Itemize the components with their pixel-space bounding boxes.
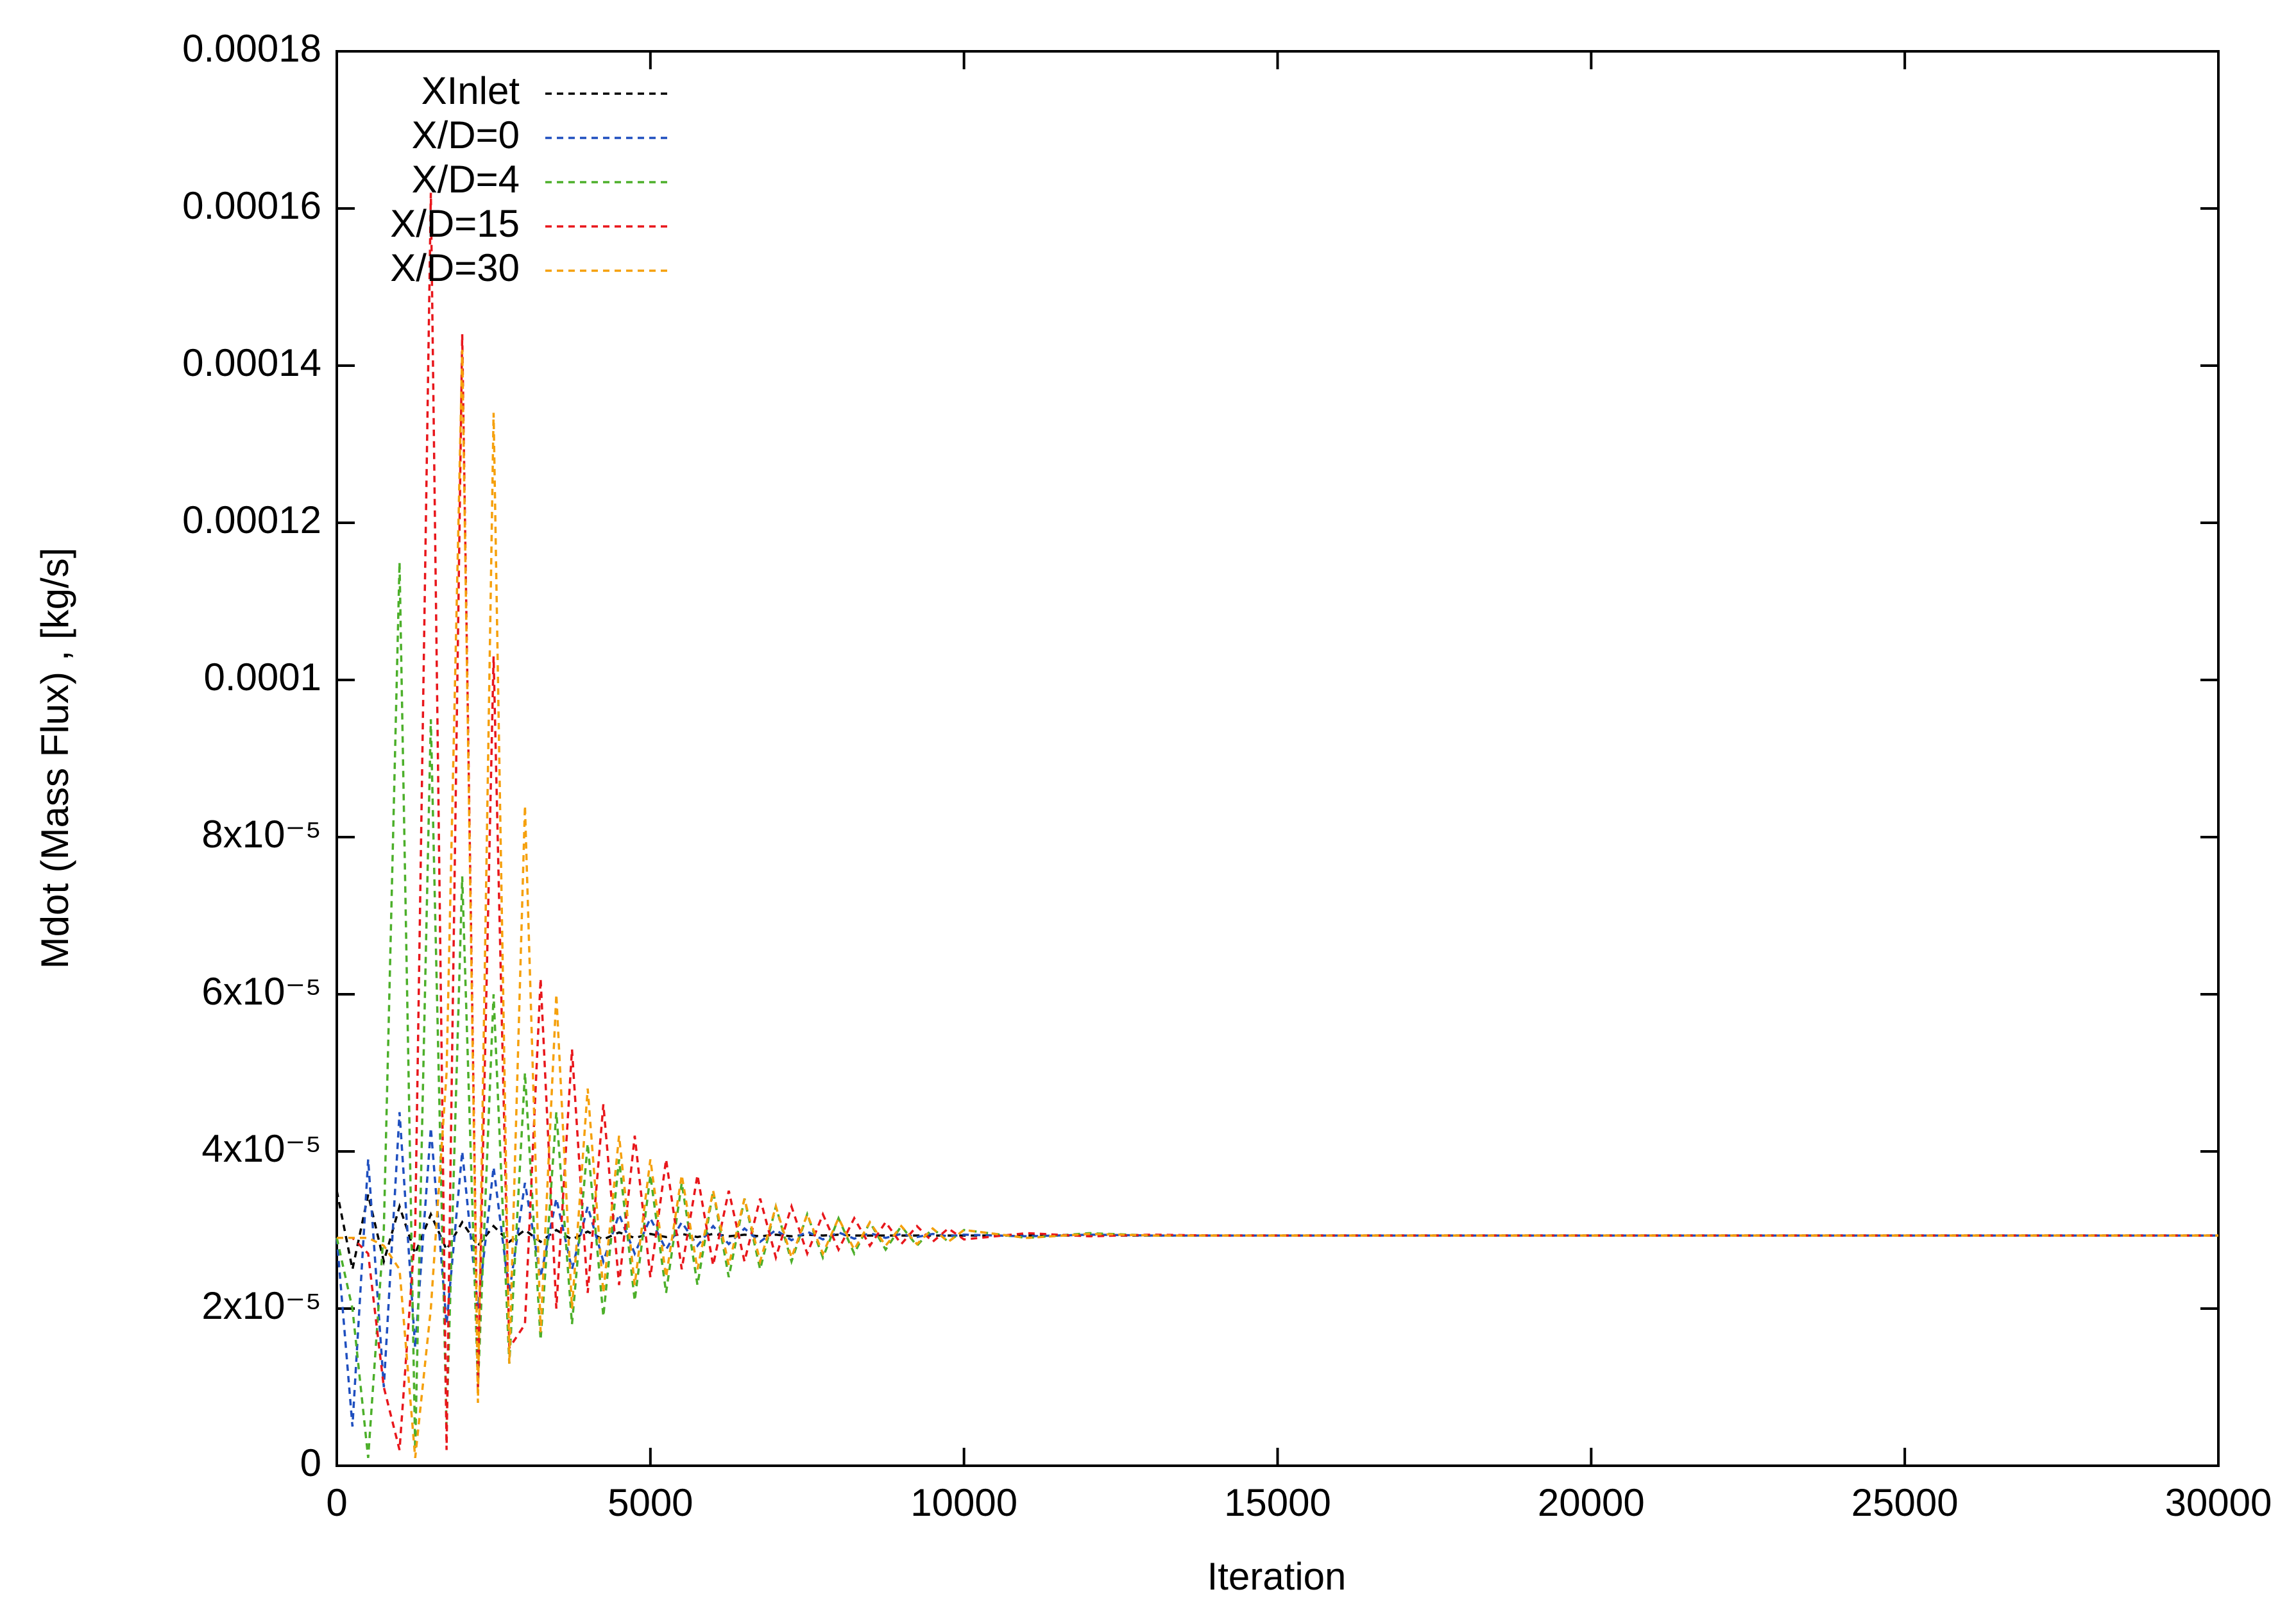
x-tick-label: 20000 [1538, 1481, 1645, 1524]
y-tick-label: 0.00012 [182, 498, 321, 541]
legend-label: X/D=15 [390, 202, 520, 245]
legend-label: X/D=4 [412, 158, 520, 201]
x-tick-label: 10000 [910, 1481, 1017, 1524]
legend-label: X/D=0 [412, 114, 520, 157]
y-tick-label: 0.00016 [182, 184, 321, 227]
y-tick-label: 0.00014 [182, 341, 321, 384]
series-line [336, 1190, 2218, 1270]
y-tick-label: 4x10⁻⁵ [201, 1127, 321, 1170]
series-line [336, 1112, 2218, 1427]
series-line [336, 562, 2218, 1458]
x-tick-label: 30000 [2165, 1481, 2272, 1524]
y-tick-label: 0.00018 [182, 27, 321, 70]
legend-label: X/D=30 [390, 246, 520, 289]
series-line [337, 350, 2218, 1458]
x-axis-label: Iteration [1207, 1555, 1347, 1598]
y-tick-label: 0.0001 [203, 656, 321, 699]
y-tick-label: 8x10⁻⁵ [201, 813, 321, 856]
y-tick-label: 2x10⁻⁵ [201, 1284, 321, 1327]
legend-label: XInlet [421, 69, 520, 112]
x-tick-label: 0 [326, 1481, 347, 1524]
x-tick-label: 15000 [1224, 1481, 1331, 1524]
x-tick-label: 5000 [608, 1481, 693, 1524]
plot-frame [336, 50, 2220, 1467]
x-tick-label: 25000 [1851, 1481, 1959, 1524]
y-tick-label: 6x10⁻⁵ [201, 970, 321, 1013]
series-line [337, 192, 2218, 1450]
y-axis-label: Mdot (Mass Flux) , [kg/s] [33, 548, 76, 969]
y-tick-label: 0 [300, 1441, 321, 1484]
